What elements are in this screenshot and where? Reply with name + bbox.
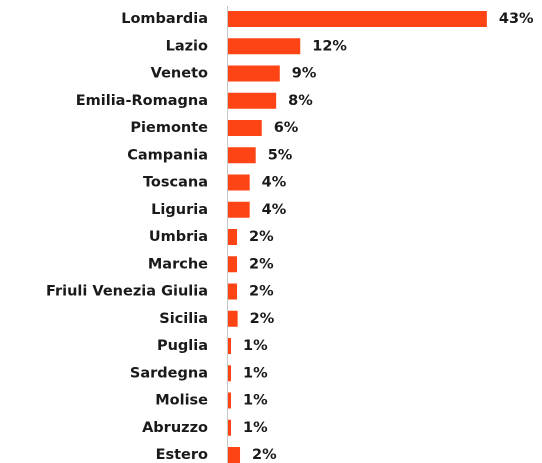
category-label: Emilia-Romagna	[76, 93, 208, 109]
bar	[228, 174, 250, 191]
bar	[228, 419, 232, 436]
value-label: 2%	[252, 447, 277, 463]
bar	[228, 120, 262, 136]
value-label: 9%	[292, 66, 317, 82]
value-label: 1%	[243, 365, 268, 381]
category-label: Piemonte	[130, 120, 208, 136]
value-label: 4%	[262, 202, 287, 218]
bar	[228, 65, 280, 82]
category-label: Toscana	[143, 175, 208, 191]
value-label: 2%	[249, 284, 274, 300]
category-label: Campania	[127, 147, 208, 163]
bar	[228, 201, 250, 218]
value-label: 2%	[249, 229, 274, 245]
bar	[228, 11, 487, 27]
value-label: 8%	[288, 93, 313, 109]
value-label: 5%	[268, 147, 293, 163]
category-label: Sardegna	[130, 365, 208, 381]
value-label: 2%	[249, 256, 274, 272]
value-label: 6%	[274, 120, 299, 136]
category-label: Puglia	[157, 338, 208, 354]
value-label: 2%	[250, 311, 275, 327]
category-label: Molise	[155, 393, 208, 409]
bar	[228, 365, 232, 382]
category-label: Friuli Venezia Giulia	[46, 284, 208, 300]
bar	[228, 229, 238, 245]
value-label: 1%	[243, 338, 268, 354]
category-label: Veneto	[151, 66, 208, 82]
bar	[228, 38, 301, 55]
category-label: Lombardia	[121, 11, 208, 27]
value-label: 4%	[262, 175, 287, 191]
value-label: 12%	[312, 38, 347, 54]
bar	[228, 310, 238, 327]
value-label: 1%	[243, 420, 268, 436]
bar	[228, 92, 277, 109]
category-label: Liguria	[151, 202, 208, 218]
bar	[228, 447, 241, 463]
category-label: Abruzzo	[142, 420, 208, 436]
value-label: 43%	[499, 11, 534, 27]
bar	[228, 256, 238, 273]
value-label: 1%	[243, 393, 268, 409]
bar	[228, 392, 232, 409]
category-label: Umbria	[149, 229, 208, 245]
category-label: Estero	[156, 447, 208, 463]
category-label: Sicilia	[159, 311, 208, 327]
category-label: Lazio	[166, 38, 208, 54]
bar	[228, 338, 232, 354]
bar	[228, 147, 256, 164]
category-label: Marche	[148, 256, 208, 272]
bar	[228, 283, 238, 300]
